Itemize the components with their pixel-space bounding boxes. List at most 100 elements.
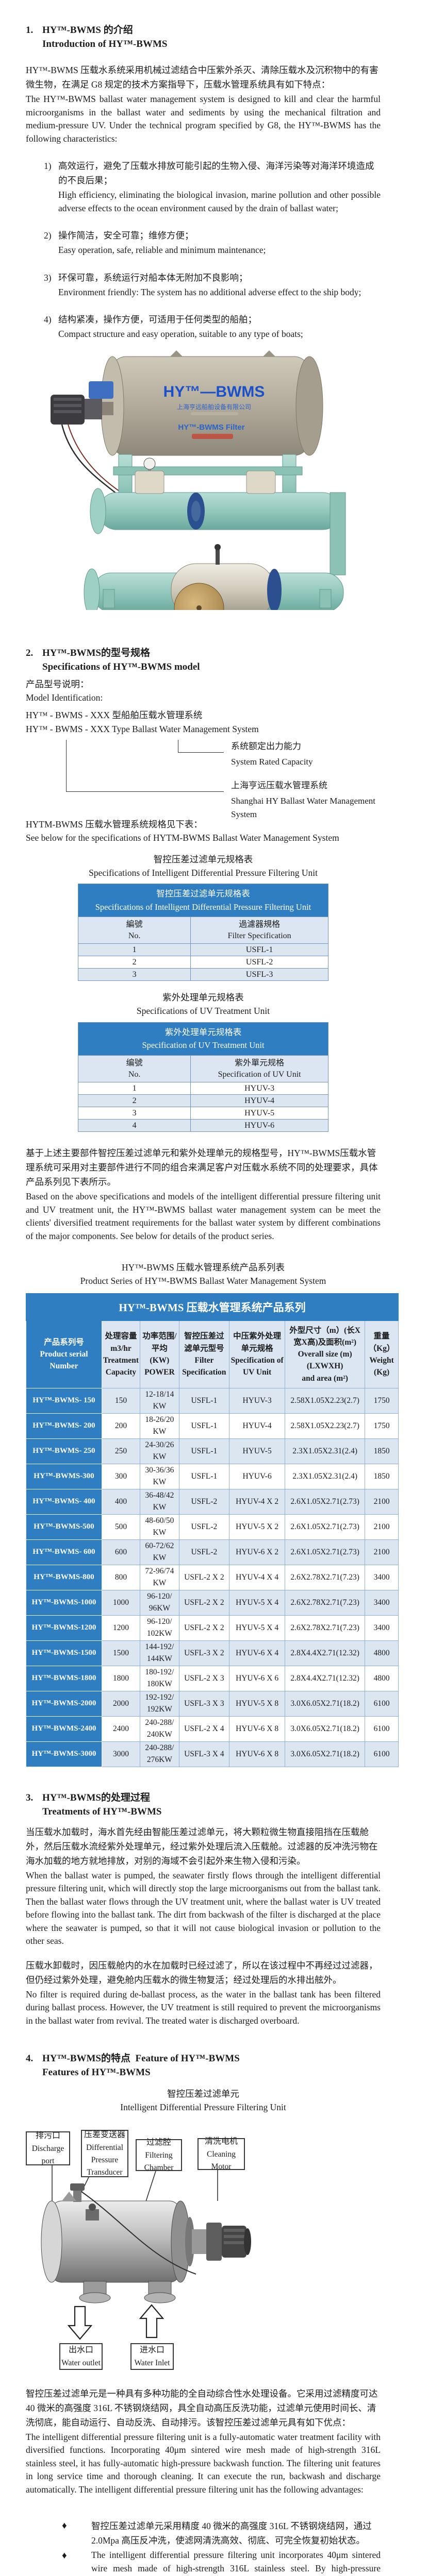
label-discharge-port: 排污口 Discharge port (26, 2131, 70, 2165)
series-uv: HYUV-5 X 8 (229, 1690, 286, 1717)
list-item: 3) 环保可靠，系统运行对船本体无附加不良影响； Environment fri… (26, 270, 381, 299)
series-row: HY™-BWMS-1200 1200 96-120/ 102KW USFL-2 … (26, 1615, 399, 1641)
series-filter: USFL-1 (178, 1463, 230, 1489)
list-item-cn: 环保可靠，系统运行对船本体无附加不良影响； (58, 272, 248, 283)
series-uv: HYUV-6 X 4 (229, 1640, 286, 1666)
series-model: HY™-BWMS-1200 (26, 1615, 102, 1641)
series-capacity: 1000 (101, 1589, 141, 1616)
intro-paragraph-en: The HY™-BWMS ballast water management sy… (26, 94, 381, 144)
section3-heading: 3. HY™-BWMS的处理过程 Treatments of HY™-BWMS (26, 1791, 381, 1819)
series-size: 2.3X1.05X2.31(2.4) (285, 1463, 366, 1489)
section3-number: 3. (26, 1792, 34, 1803)
row-no: 2 (77, 1094, 191, 1108)
filter-col-no: 編號 No. (77, 917, 191, 944)
brand-connector-line (66, 740, 224, 792)
row-no: 3 (77, 1107, 191, 1120)
series-weight: 6100 (365, 1741, 399, 1767)
section2-title-cn: HY™-BWMS的型号规格 (42, 647, 151, 658)
series-weight: 4800 (365, 1665, 399, 1691)
series-table-title-en: Product Series of HY™-BWMS Ballast Water… (80, 1276, 326, 1286)
series-power: 96-120/ 96KW (140, 1589, 179, 1616)
series-model: HY™-BWMS-800 (26, 1564, 102, 1590)
label-water-inlet: 进水口 Water Inlet (130, 2343, 174, 2370)
series-capacity: 2400 (101, 1716, 141, 1742)
series-size: 3.0X6.05X2.71(18.2) (285, 1716, 366, 1742)
series-capacity: 3000 (101, 1741, 141, 1767)
series-col-filter: 智控压差过滤单元型号 Filter Specification (178, 1320, 230, 1388)
series-filter: USFL-3 X 4 (178, 1741, 230, 1767)
series-weight: 1750 (365, 1413, 399, 1439)
see-below-en: See below for the specifications of HYTM… (26, 833, 339, 843)
series-power: 180-192/ 180KW (140, 1665, 179, 1691)
capacity-connector-line (178, 740, 224, 753)
series-size: 3.0X6.05X2.71(18.2) (285, 1741, 366, 1767)
machine-photo-illustration: HY™—BWMS 上海亨远船舶设备有限公司 HY™-BWMS Filter (51, 350, 346, 610)
product-series-table: HY™-BWMS 压载水管理系统产品系列 产品系列号 Product serial… (26, 1293, 399, 1767)
series-size: 2.3X1.05X2.31(2.4) (285, 1438, 366, 1464)
series-power: 144-192/ 144KW (140, 1640, 179, 1666)
label-water-outlet: 出水口 Water outlet (59, 2343, 103, 2370)
model-string-cn: HY™ - BWMS - XXX 型船舶压载水管理系统 (26, 710, 203, 720)
series-filter: USFL-3 X 2 (178, 1640, 230, 1666)
series-model: HY™-BWMS- 400 (26, 1488, 102, 1515)
series-capacity: 1500 (101, 1640, 141, 1666)
series-weight: 2100 (365, 1488, 399, 1515)
series-filter: USFL-2 X 4 (178, 1716, 230, 1742)
series-uv: HYUV-6 X 2 (229, 1539, 286, 1565)
series-uv: HYUV-6 (229, 1463, 286, 1489)
treatment-p2-en: No filter is required during de-ballast … (26, 1989, 381, 2026)
series-uv: HYUV-5 X 2 (229, 1514, 286, 1540)
list-item-number: 1) (44, 161, 52, 171)
filter-col-spec: 過濾器規格 Filter Specification (190, 917, 328, 944)
series-weight: 1850 (365, 1438, 399, 1464)
filter-table-title-cn: 智控压差过滤单元规格表 (153, 854, 253, 865)
series-row: HY™-BWMS-1800 1800 180-192/ 180KW USFL-2… (26, 1665, 399, 1691)
series-power: 96-120/ 102KW (140, 1615, 179, 1641)
section1-number: 1. (26, 25, 34, 36)
series-weight: 6100 (365, 1690, 399, 1717)
series-size: 2.6X2.78X2.71(7.23) (285, 1589, 366, 1616)
advantage-en: The intelligent differential pressure fi… (91, 2550, 381, 2573)
series-model: HY™-BWMS-1000 (26, 1589, 102, 1616)
see-below-cn: HYTM-BWMS 压载水管理系统规格见下表： (26, 819, 203, 829)
series-uv: HYUV-5 (229, 1438, 286, 1464)
capacity-label-en: System Rated Capacity (231, 757, 313, 767)
series-row: HY™-BWMS-1500 1500 144-192/ 144KW USFL-3… (26, 1640, 399, 1666)
uv-spec-table: 紫外处理单元规格表 Specification of UV Treatment U… (77, 1022, 328, 1132)
row-spec: HYUV-3 (190, 1082, 328, 1095)
series-size: 2.6X2.78X2.71(7.23) (285, 1564, 366, 1590)
series-row: HY™-BWMS-300 300 30-36/36 KW USFL-1 HYUV… (26, 1463, 399, 1489)
series-size: 2.8X4.4X2.71(12.32) (285, 1640, 366, 1666)
section2-title-en: Specifications of HY™-BWMS model (42, 661, 200, 672)
series-uv: HYUV-6 X 6 (229, 1665, 286, 1691)
diamond-icon: ♦ (62, 2550, 67, 2562)
uv-col-spec: 紫外單元规格 Specification of UV Unit (190, 1055, 328, 1083)
table-row: 1 HYUV-3 (77, 1082, 328, 1095)
row-no: 1 (77, 1082, 191, 1095)
series-size: 2.6X1.05X2.71(2.73) (285, 1539, 366, 1565)
list-item-en: Environment friendly: The system has no … (58, 286, 361, 297)
down-arrow-icon (67, 2306, 93, 2340)
advantage-item: ♦ 智控压差过滤单元采用精度 40 微米的高强度 316L 不锈钢烧结网，通过 … (62, 2519, 381, 2576)
row-spec: HYUV-5 (190, 1107, 328, 1120)
treatment-p2-cn: 压载水卸载时，因压载舱内的水在加载时已经过滤了，所以在该过程中不再经过过滤器，但… (26, 1960, 378, 1985)
row-spec: HYUV-4 (190, 1094, 328, 1108)
model-id-en: Model Identification: (26, 692, 103, 703)
row-no: 2 (77, 956, 191, 969)
diamond-icon: ♦ (62, 2520, 67, 2532)
list-item: 2) 操作简洁，安全可靠；维修方便； Easy operation, safe,… (26, 228, 381, 257)
row-spec: HYUV-6 (190, 1119, 328, 1132)
treatment-p1-en: When the ballast water is pumped, the se… (26, 1870, 381, 1946)
row-spec: USFL-2 (190, 956, 328, 969)
series-row: HY™-BWMS-2400 2400 240-288/ 240KW USFL-2… (26, 1716, 399, 1742)
list-item-cn: 结构紧凑，操作方便，可适用于任何类型的船舶； (58, 314, 257, 325)
series-size: 2.58X1.05X2.23(2.7) (285, 1387, 366, 1414)
series-filter: USFL-2 (178, 1539, 230, 1565)
series-model: HY™-BWMS- 600 (26, 1539, 102, 1565)
series-power: 60-72/62 KW (140, 1539, 179, 1565)
feature-list: 1) 高效运行，避免了压载水排放可能引起的生物入侵、海洋污染等对海洋环境造成的不… (26, 159, 381, 341)
series-filter: USFL-2 (178, 1488, 230, 1515)
model-string-en: HY™ - BWMS - XXX Type Ballast Water Mana… (26, 724, 259, 734)
series-uv: HYUV-6 X 8 (229, 1741, 286, 1767)
series-row: HY™-BWMS- 400 400 36-48/42 KW USFL-2 HYU… (26, 1488, 399, 1515)
